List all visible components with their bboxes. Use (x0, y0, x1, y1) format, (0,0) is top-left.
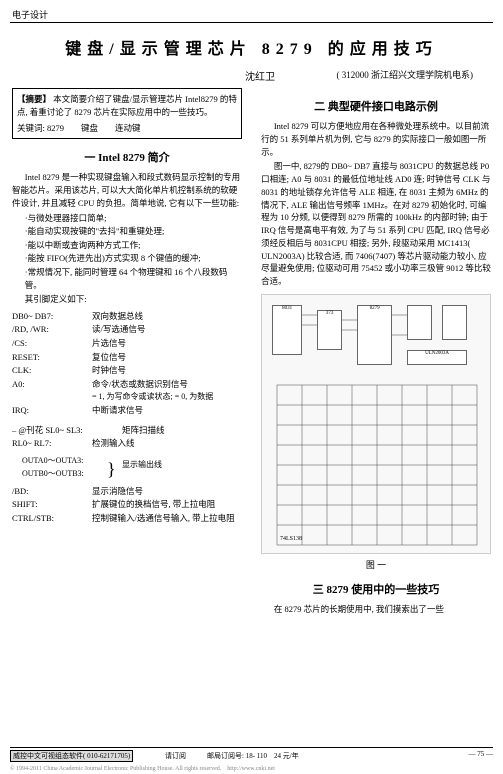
pin-desc: 片选信号 (92, 337, 242, 351)
footer-sub: 请订阅 邮局订阅号: 18- 110 24 元/年 (165, 752, 299, 760)
pin-desc: 读/写选通信号 (92, 323, 242, 337)
pin-name: /BD: (12, 485, 92, 499)
section-1-heading: 一 Intel 8279 简介 (12, 149, 242, 165)
pin-desc: 时钟信号 (92, 364, 242, 378)
figure-label: 图 一 (261, 558, 491, 571)
footer-ad: 威控中文可视组态软件( 010-62171705) (10, 750, 133, 762)
section-3-heading: 三 8279 使用中的一些技巧 (261, 581, 491, 597)
list-item: ·能按 FIFO(先进先出)方式实现 8 个键值的缓冲; (12, 252, 242, 266)
pin-name: IRQ: (12, 404, 92, 418)
abstract-box: 【摘要】 本文简要介绍了键盘/显示管理芯片 Intel8279 的特点, 着重讨… (12, 88, 242, 139)
para: 在 8279 芯片的长期使用中, 我们摸索出了一些 (261, 603, 491, 616)
pin-name: A0: (12, 378, 92, 392)
circuit-diagram: 8031 373 8279 ULN2003A (261, 294, 491, 554)
pin-name: RL0~ RL7: (12, 437, 92, 451)
pin-desc: 显示输出线 (122, 459, 162, 472)
pin-desc: 显示消隐信号 (92, 485, 242, 499)
pin-desc: 检测输入线 (92, 437, 242, 451)
divider (10, 22, 493, 23)
pin-desc: 命令/状态或数据识别信号 (92, 378, 242, 392)
pin-name: DB0~ DB7: (12, 310, 92, 324)
affiliation: ( 312000 浙江绍兴文理学院机电系) (337, 68, 474, 81)
pin-desc: 扩展键位的换档信号, 带上拉电阻 (92, 498, 242, 512)
pin-name: RESET: (12, 351, 92, 365)
list-item: ·与微处理器接口简单; (12, 212, 242, 226)
pin-desc: 中断请求信号 (92, 404, 242, 418)
list-item: ·能以中断或查询两种方式工作; (12, 239, 242, 253)
copyright: © 1994-2011 China Academic Journal Elect… (10, 763, 493, 772)
list-item: ·常规情况下, 能同时管理 64 个物理键和 16 个八段数码管。 (12, 266, 242, 293)
pin-name: SHIFT: (12, 498, 92, 512)
brace-icon: } (107, 455, 116, 484)
pin-sub: = 1, 为写命令或读状态; = 0, 为数据 (12, 391, 242, 404)
article-title: 键盘/显示管理芯片 8279 的应用技巧 (0, 35, 503, 59)
kw-text: 8279 键盘 连动键 (47, 123, 141, 133)
para: 其引脚定义如下: (12, 293, 242, 306)
pin-name: CTRL/STB: (12, 512, 92, 526)
svg-text:74LS138: 74LS138 (280, 536, 302, 542)
pin-desc: 双向数据总线 (92, 310, 242, 324)
pin-name: CLK: (12, 364, 92, 378)
pin-desc: 矩阵扫描线 (122, 424, 242, 438)
pin-name: /RD, /WR: (12, 323, 92, 337)
author: 沈红卫 (245, 68, 275, 83)
para: Intel 8279 可以方便地应用在各种微处理系统中。以目前流行的 51 系列… (261, 120, 491, 158)
footer: 威控中文可视组态软件( 010-62171705) 请订阅 邮局订阅号: 18-… (10, 747, 493, 772)
pin-name: /CS: (12, 337, 92, 351)
para: Intel 8279 是一种实现键盘输入和段式数码显示控制的专用智能芯片。采用该… (12, 171, 242, 209)
para: 图一中, 8279的 DB0~ DB7 直接与 8031CPU 的数据总线 P0… (261, 160, 491, 288)
pin-name: – @刊花 SL0~ SL3: (12, 424, 122, 438)
header-category: 电子设计 (12, 8, 48, 21)
pin-definitions: DB0~ DB7:双向数据总线 /RD, /WR:读/写选通信号 /CS:片选信… (12, 310, 242, 526)
kw-label: 关键词: (17, 123, 45, 133)
section-2-heading: 二 典型硬件接口电路示例 (261, 98, 491, 114)
page-number: — 75 — (469, 750, 494, 758)
abstract-label: 【摘要】 (17, 94, 51, 104)
pin-desc: 控制键输入/选通信号输入, 带上拉电阻 (92, 512, 242, 526)
pin-desc: 复位信号 (92, 351, 242, 365)
list-item: ·能自动实现按键的"去抖"和重键处理; (12, 225, 242, 239)
